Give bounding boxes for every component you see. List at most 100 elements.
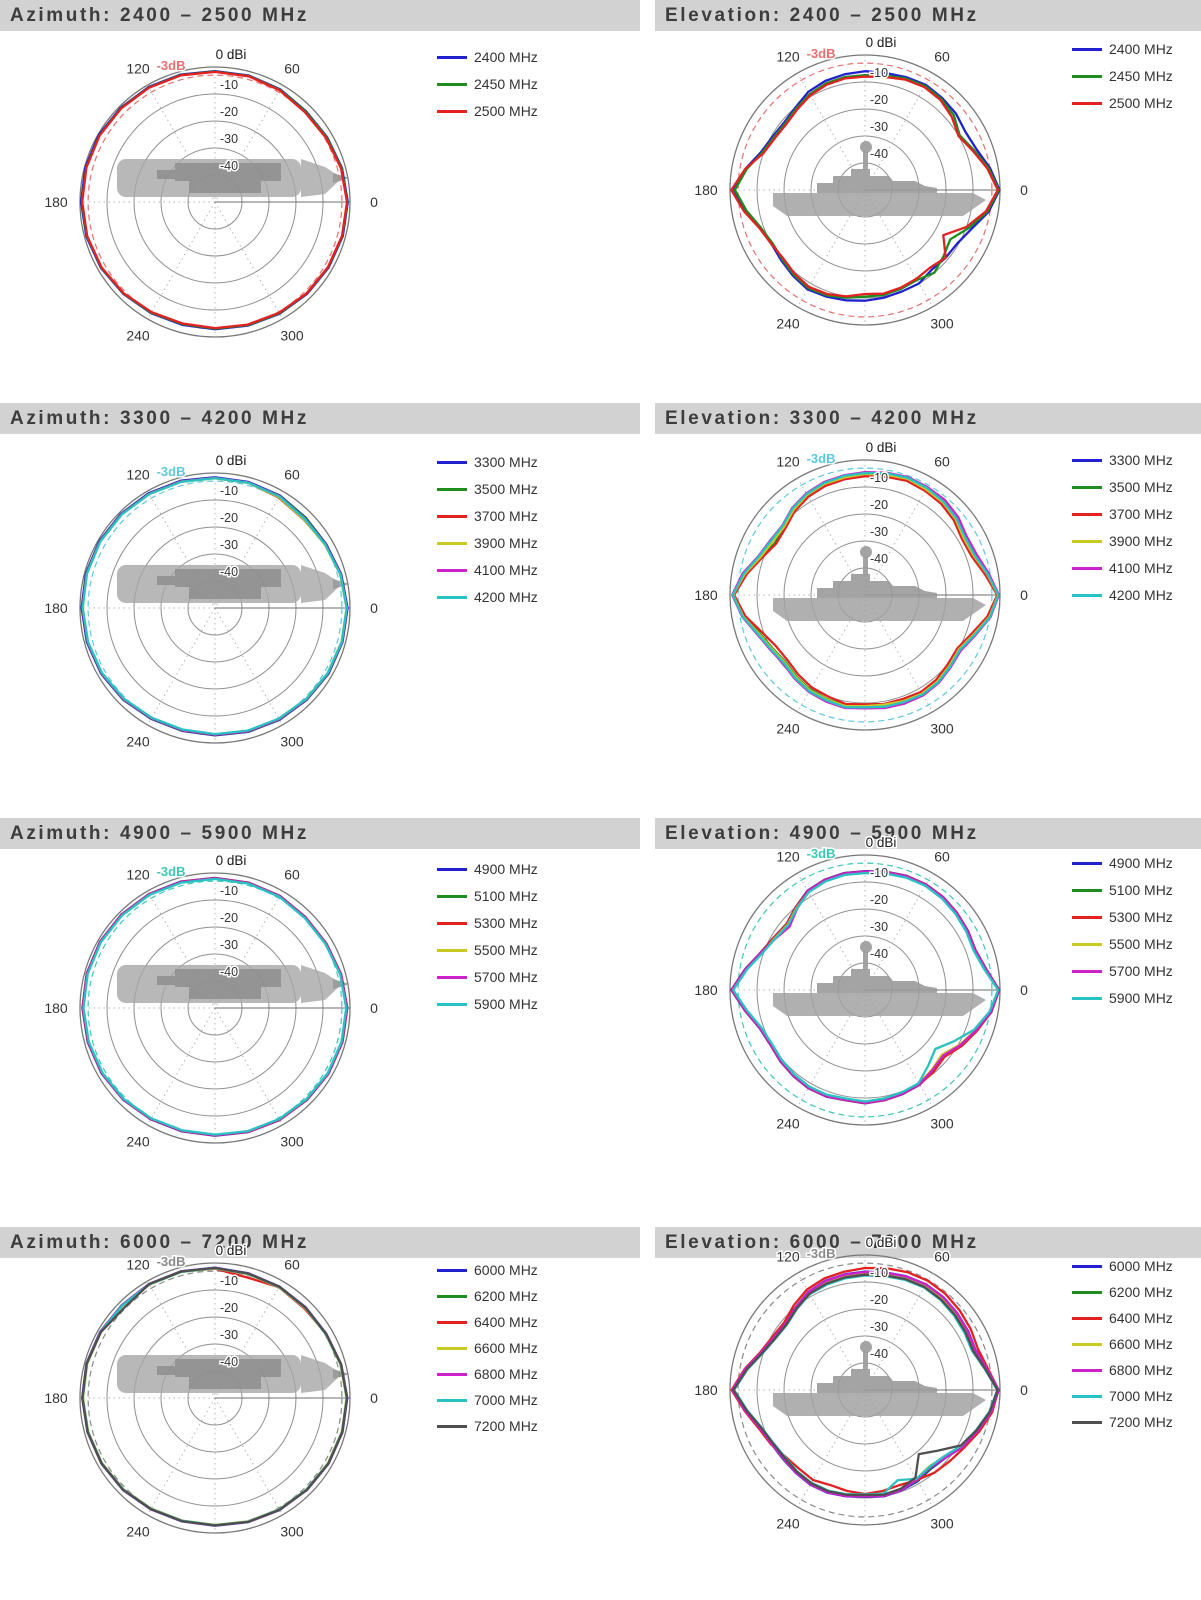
legend: 4900 MHz 5100 MHz 5300 MHz 5500 MHz 5700 MHz… bbox=[437, 860, 622, 1022]
legend-item: 6200 MHz bbox=[1072, 1283, 1201, 1301]
panel-title: Elevation: 3300 – 4200 MHz bbox=[655, 403, 1201, 434]
ring-label-30: -30 bbox=[870, 1320, 888, 1334]
legend-color-line bbox=[437, 541, 467, 545]
legend-color-line bbox=[437, 1320, 467, 1324]
trace-5900-mhz bbox=[82, 877, 348, 1136]
ring-label-30: -30 bbox=[870, 120, 888, 134]
legend: 3300 MHz 3500 MHz 3700 MHz 3900 MHz 4100 MHz… bbox=[1072, 451, 1201, 613]
polar-plot: 0 dBi -3dB -10 -20 -30 -40 0 60 120 180 240 300 bbox=[693, 834, 1030, 1133]
legend-color-line bbox=[1072, 458, 1102, 462]
legend-item: 6400 MHz bbox=[1072, 1309, 1201, 1327]
legend-label: 6000 MHz bbox=[1109, 1258, 1173, 1274]
legend: 4900 MHz 5100 MHz 5300 MHz 5500 MHz 5700 MHz… bbox=[1072, 854, 1201, 1016]
angle-label-300: 300 bbox=[280, 1523, 304, 1539]
trace-7200-mhz bbox=[81, 1266, 349, 1527]
legend-item: 3900 MHz bbox=[437, 534, 622, 552]
ring-label-40: -40 bbox=[870, 552, 888, 566]
legend-item: 4200 MHz bbox=[437, 588, 622, 606]
legend-item: 5900 MHz bbox=[437, 995, 622, 1013]
legend-color-line bbox=[437, 1346, 467, 1350]
legend-item: 7200 MHz bbox=[437, 1417, 622, 1435]
trace-4200-mhz bbox=[81, 476, 348, 736]
angle-label-180: 180 bbox=[44, 194, 68, 210]
legend-color-line bbox=[437, 460, 467, 464]
legend-color-line bbox=[437, 948, 467, 952]
panel-title: Elevation: 6000 – 7200 MHz bbox=[655, 1227, 1201, 1258]
legend-label: 3300 MHz bbox=[1109, 452, 1173, 468]
legend: 6000 MHz 6200 MHz 6400 MHz 6600 MHz 6800 MHz… bbox=[437, 1261, 622, 1443]
ref-3db-circle bbox=[87, 480, 343, 736]
panel-title: Azimuth: 3300 – 4200 MHz bbox=[0, 403, 640, 434]
legend-item: 6200 MHz bbox=[437, 1287, 622, 1305]
angle-label-60: 60 bbox=[934, 454, 950, 470]
angle-label-120: 120 bbox=[776, 454, 800, 470]
legend-label: 5700 MHz bbox=[474, 969, 538, 985]
legend-item: 3700 MHz bbox=[437, 507, 622, 525]
angle-label-60: 60 bbox=[934, 1249, 950, 1265]
legend-label: 5100 MHz bbox=[474, 888, 538, 904]
legend-item: 2500 MHz bbox=[437, 102, 622, 120]
ring-label-40: -40 bbox=[870, 947, 888, 961]
legend-label: 6000 MHz bbox=[474, 1262, 538, 1278]
legend-color-line bbox=[437, 595, 467, 599]
ring-label-30: -30 bbox=[220, 538, 238, 552]
panel-azimuth-3300-4200: Azimuth: 3300 – 4200 MHz 0 dBi -3dB -10 -20… bbox=[0, 403, 648, 803]
trace-2450-mhz bbox=[733, 74, 1000, 299]
polar-grid bbox=[79, 872, 351, 1144]
angle-label-240: 240 bbox=[776, 1515, 800, 1531]
angle-label-300: 300 bbox=[280, 327, 304, 343]
legend-color-line bbox=[437, 1424, 467, 1428]
panel-title: Azimuth: 4900 – 5900 MHz bbox=[0, 818, 640, 849]
legend-item: 6800 MHz bbox=[437, 1365, 622, 1383]
panel-title: Elevation: 2400 – 2500 MHz bbox=[655, 0, 1201, 31]
angle-label-180: 180 bbox=[44, 600, 68, 616]
angle-label-0: 0 bbox=[370, 1390, 378, 1406]
legend-color-line bbox=[1072, 566, 1102, 570]
legend-item: 3500 MHz bbox=[437, 480, 622, 498]
legend-item: 5500 MHz bbox=[437, 941, 622, 959]
ref-3db-label: -3dB bbox=[157, 864, 186, 879]
ring-label-20: -20 bbox=[220, 105, 238, 119]
panel-title: Azimuth: 6000 – 7200 MHz bbox=[0, 1227, 640, 1258]
radial-axis-title: 0 dBi bbox=[866, 440, 897, 455]
legend-label: 2500 MHz bbox=[1109, 95, 1173, 111]
legend: 2400 MHz 2450 MHz 2500 MHz bbox=[437, 48, 622, 129]
ring-label-10: -10 bbox=[220, 884, 238, 898]
ref-3db-circle bbox=[87, 880, 343, 1136]
legend-color-line bbox=[1072, 101, 1102, 105]
ring-label-20: -20 bbox=[220, 1301, 238, 1315]
legend-label: 2500 MHz bbox=[474, 103, 538, 119]
legend-color-line bbox=[437, 1268, 467, 1272]
legend-label: 3500 MHz bbox=[474, 481, 538, 497]
legend-item: 6800 MHz bbox=[1072, 1361, 1201, 1379]
angle-label-240: 240 bbox=[776, 720, 800, 736]
ship-top-view-silhouette-icon bbox=[117, 965, 350, 1003]
ref-3db-circle bbox=[87, 1270, 343, 1526]
ring-label-40: -40 bbox=[220, 1355, 238, 1369]
ref-3db-label: -3dB bbox=[807, 46, 836, 61]
trace-7200-mhz bbox=[732, 1273, 999, 1497]
ring-label-10: -10 bbox=[220, 1274, 238, 1288]
legend-color-line bbox=[1072, 539, 1102, 543]
legend-color-line bbox=[1072, 1342, 1102, 1346]
ring-label-10: -10 bbox=[870, 471, 888, 485]
angle-label-240: 240 bbox=[776, 1115, 800, 1131]
legend-label: 4100 MHz bbox=[1109, 560, 1173, 576]
angle-label-60: 60 bbox=[284, 61, 300, 77]
legend-item: 7000 MHz bbox=[437, 1391, 622, 1409]
legend-item: 5100 MHz bbox=[437, 887, 622, 905]
legend-item: 4100 MHz bbox=[1072, 559, 1201, 577]
legend-item: 5700 MHz bbox=[1072, 962, 1201, 980]
legend: 3300 MHz 3500 MHz 3700 MHz 3900 MHz 4100 MHz… bbox=[437, 453, 622, 615]
polar-grid bbox=[79, 1262, 351, 1534]
legend-color-line bbox=[437, 1294, 467, 1298]
legend-label: 7000 MHz bbox=[1109, 1388, 1173, 1404]
polar-grid bbox=[79, 472, 351, 744]
legend-item: 6600 MHz bbox=[437, 1339, 622, 1357]
legend-color-line bbox=[437, 894, 467, 898]
legend-label: 3500 MHz bbox=[1109, 479, 1173, 495]
legend-color-line bbox=[437, 568, 467, 572]
legend-label: 2450 MHz bbox=[1109, 68, 1173, 84]
legend-item: 5700 MHz bbox=[437, 968, 622, 986]
legend: 6000 MHz 6200 MHz 6400 MHz 6600 MHz 6800 MHz… bbox=[1072, 1257, 1201, 1439]
